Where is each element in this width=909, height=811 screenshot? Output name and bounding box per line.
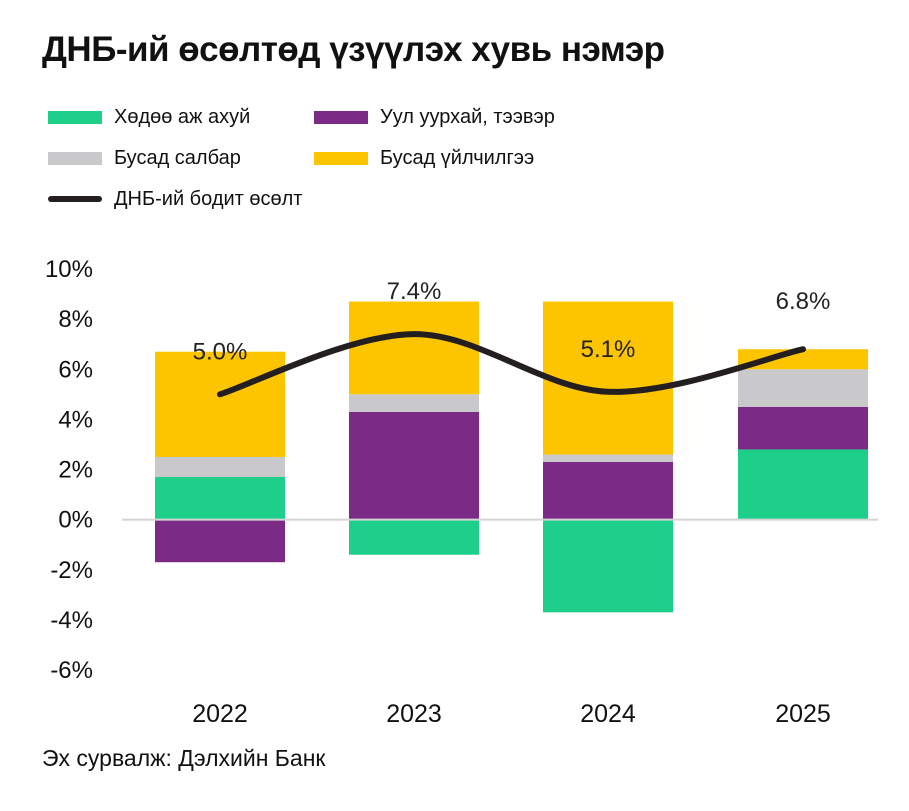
- gdp-growth-value-label: 7.4%: [387, 278, 442, 305]
- y-tick-label: -4%: [50, 607, 93, 634]
- legend-swatch-gdp-growth: [48, 196, 102, 202]
- bar-segment-other-services: [543, 301, 673, 455]
- x-tick-label: 2023: [386, 700, 442, 728]
- x-axis: 2022 2023 2024 2025: [192, 700, 831, 728]
- bar-segment-agriculture: [349, 519, 479, 555]
- bar-segment-other-services: [349, 301, 479, 395]
- legend-item-other-sectors: Бусад салбар: [48, 145, 241, 171]
- x-tick-label: 2024: [580, 700, 636, 728]
- gdp-growth-value-label: 6.8%: [776, 288, 831, 315]
- legend-label-gdp-growth: ДНБ-ий бодит өсөлт: [114, 187, 303, 210]
- y-tick-label: 6%: [58, 356, 93, 383]
- y-tick-label: 0%: [58, 507, 93, 534]
- bar-segment-other-sectors: [349, 394, 479, 412]
- legend-label-mining: Уул уурхай, тээвэр: [380, 105, 555, 128]
- bar-segment-other-sectors: [543, 454, 673, 462]
- y-tick-label: 2%: [58, 457, 93, 484]
- legend-label-other-services: Бусад үйлчилгээ: [380, 146, 535, 169]
- legend-swatch-other-services: [314, 151, 368, 165]
- legend-label-other-sectors: Бусад салбар: [114, 146, 241, 169]
- y-tick-label: 8%: [58, 306, 93, 333]
- legend-swatch-mining: [314, 110, 368, 124]
- legend-item-mining: Уул уурхай, тээвэр: [314, 104, 555, 130]
- gdp-growth-value-label: 5.1%: [581, 336, 636, 363]
- bar-segment-other-sectors: [155, 456, 285, 478]
- gdp-growth-line: [217, 331, 806, 398]
- legend-item-gdp-growth: ДНБ-ий бодит өсөлт: [48, 186, 302, 212]
- bar-segment-other-services: [155, 351, 285, 457]
- y-tick-label: 10%: [45, 256, 93, 283]
- legend-label-agriculture: Хөдөө аж ахуй: [114, 105, 251, 128]
- bar-segment-other-services: [738, 349, 868, 370]
- legend-swatch-other-sectors: [48, 151, 102, 165]
- x-tick-label: 2025: [775, 700, 831, 728]
- bar-segment-other-sectors: [738, 369, 868, 407]
- x-tick-label: 2022: [192, 700, 248, 728]
- y-tick-label: -2%: [50, 557, 93, 584]
- y-tick-label: -6%: [50, 657, 93, 684]
- y-tick-label: 4%: [58, 406, 93, 433]
- legend-swatch-agriculture: [48, 110, 102, 124]
- y-axis: 10% 8% 6% 4% 2% 0% -2% -4% -6%: [45, 256, 93, 684]
- bar-segment-agriculture: [543, 519, 673, 613]
- source-note: Эх сурвалж: Дэлхийн Банк: [42, 745, 326, 771]
- bar-segment-agriculture: [155, 477, 285, 520]
- chart-title: ДНБ-ий өсөлтөд үзүүлэх хувь нэмэр: [42, 30, 665, 69]
- gdp-growth-labels: 5.0% 7.4% 5.1% 6.8%: [193, 278, 831, 365]
- legend-item-other-services: Бусад үйлчилгээ: [314, 145, 534, 171]
- bar-segment-mining: [155, 519, 285, 563]
- bar-stacks: [155, 301, 868, 613]
- gdp-growth-value-label: 5.0%: [193, 338, 248, 365]
- legend-item-agriculture: Хөдөө аж ахуй: [48, 104, 250, 130]
- bar-segment-agriculture: [738, 449, 868, 520]
- bar-segment-mining: [738, 406, 868, 450]
- bar-segment-mining: [349, 411, 479, 520]
- bar-segment-mining: [543, 461, 673, 520]
